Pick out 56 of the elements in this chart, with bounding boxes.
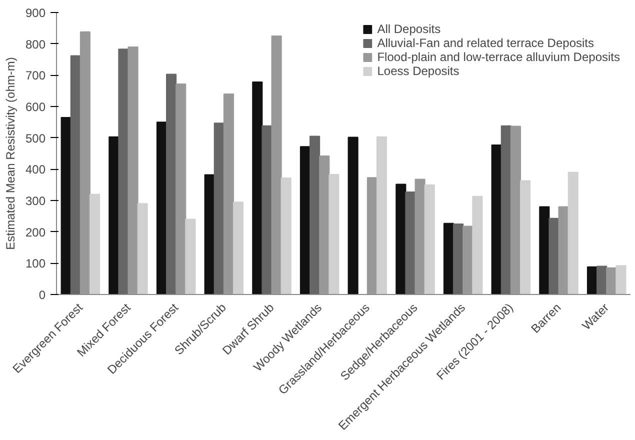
y-tick-label: 700 (25, 68, 46, 83)
bar (424, 184, 435, 294)
bar (108, 136, 120, 294)
bar (185, 218, 196, 294)
bar (510, 126, 521, 294)
bar (128, 46, 138, 294)
bar (328, 174, 340, 294)
bar (310, 136, 320, 294)
bar (252, 82, 263, 294)
y-tick-label: 300 (25, 194, 46, 208)
bar (548, 218, 560, 294)
legend-label: Loess Deposits (377, 64, 460, 78)
bar (414, 178, 426, 294)
bar (262, 125, 272, 294)
y-axis-title: Estimated Mean Resistivity (ohm-m) (3, 57, 18, 250)
bar (300, 146, 311, 294)
bar (223, 93, 234, 294)
bar (319, 156, 330, 294)
bar (166, 74, 177, 294)
bar (568, 172, 578, 294)
y-tick-label: 100 (25, 256, 46, 271)
bar (176, 83, 186, 294)
bar (616, 265, 626, 294)
bar (376, 136, 388, 294)
y-tick-label: 0 (38, 288, 46, 302)
bar (280, 177, 292, 294)
bar (405, 192, 416, 294)
bar (80, 31, 90, 294)
y-tick-label: 900 (25, 6, 46, 20)
bar (70, 55, 81, 294)
bar (491, 144, 502, 294)
bar (462, 226, 474, 294)
bar (453, 224, 464, 294)
y-tick-label: 500 (25, 131, 46, 146)
y-tick-label: 200 (25, 225, 46, 240)
legend-label: Alluvial-Fan and related terrace Deposits (377, 36, 594, 50)
bar (472, 196, 483, 294)
y-tick-label: 400 (25, 162, 46, 177)
bar (60, 116, 72, 294)
bar (500, 125, 512, 294)
legend-label: All Deposits (377, 22, 441, 36)
bar (366, 177, 378, 294)
bar (118, 48, 129, 294)
y-tick-label: 600 (25, 100, 46, 114)
bar (271, 36, 282, 294)
bar (156, 122, 168, 294)
bar (137, 203, 148, 294)
bar (232, 202, 244, 294)
bar (539, 206, 550, 294)
bar (214, 122, 224, 294)
bar (348, 136, 358, 294)
y-tick-label: 800 (25, 37, 46, 52)
legend-label: Flood-plain and low-terrace alluvium Deposits (377, 50, 620, 64)
bar (396, 184, 406, 294)
bar (89, 194, 100, 294)
bar (520, 180, 531, 294)
